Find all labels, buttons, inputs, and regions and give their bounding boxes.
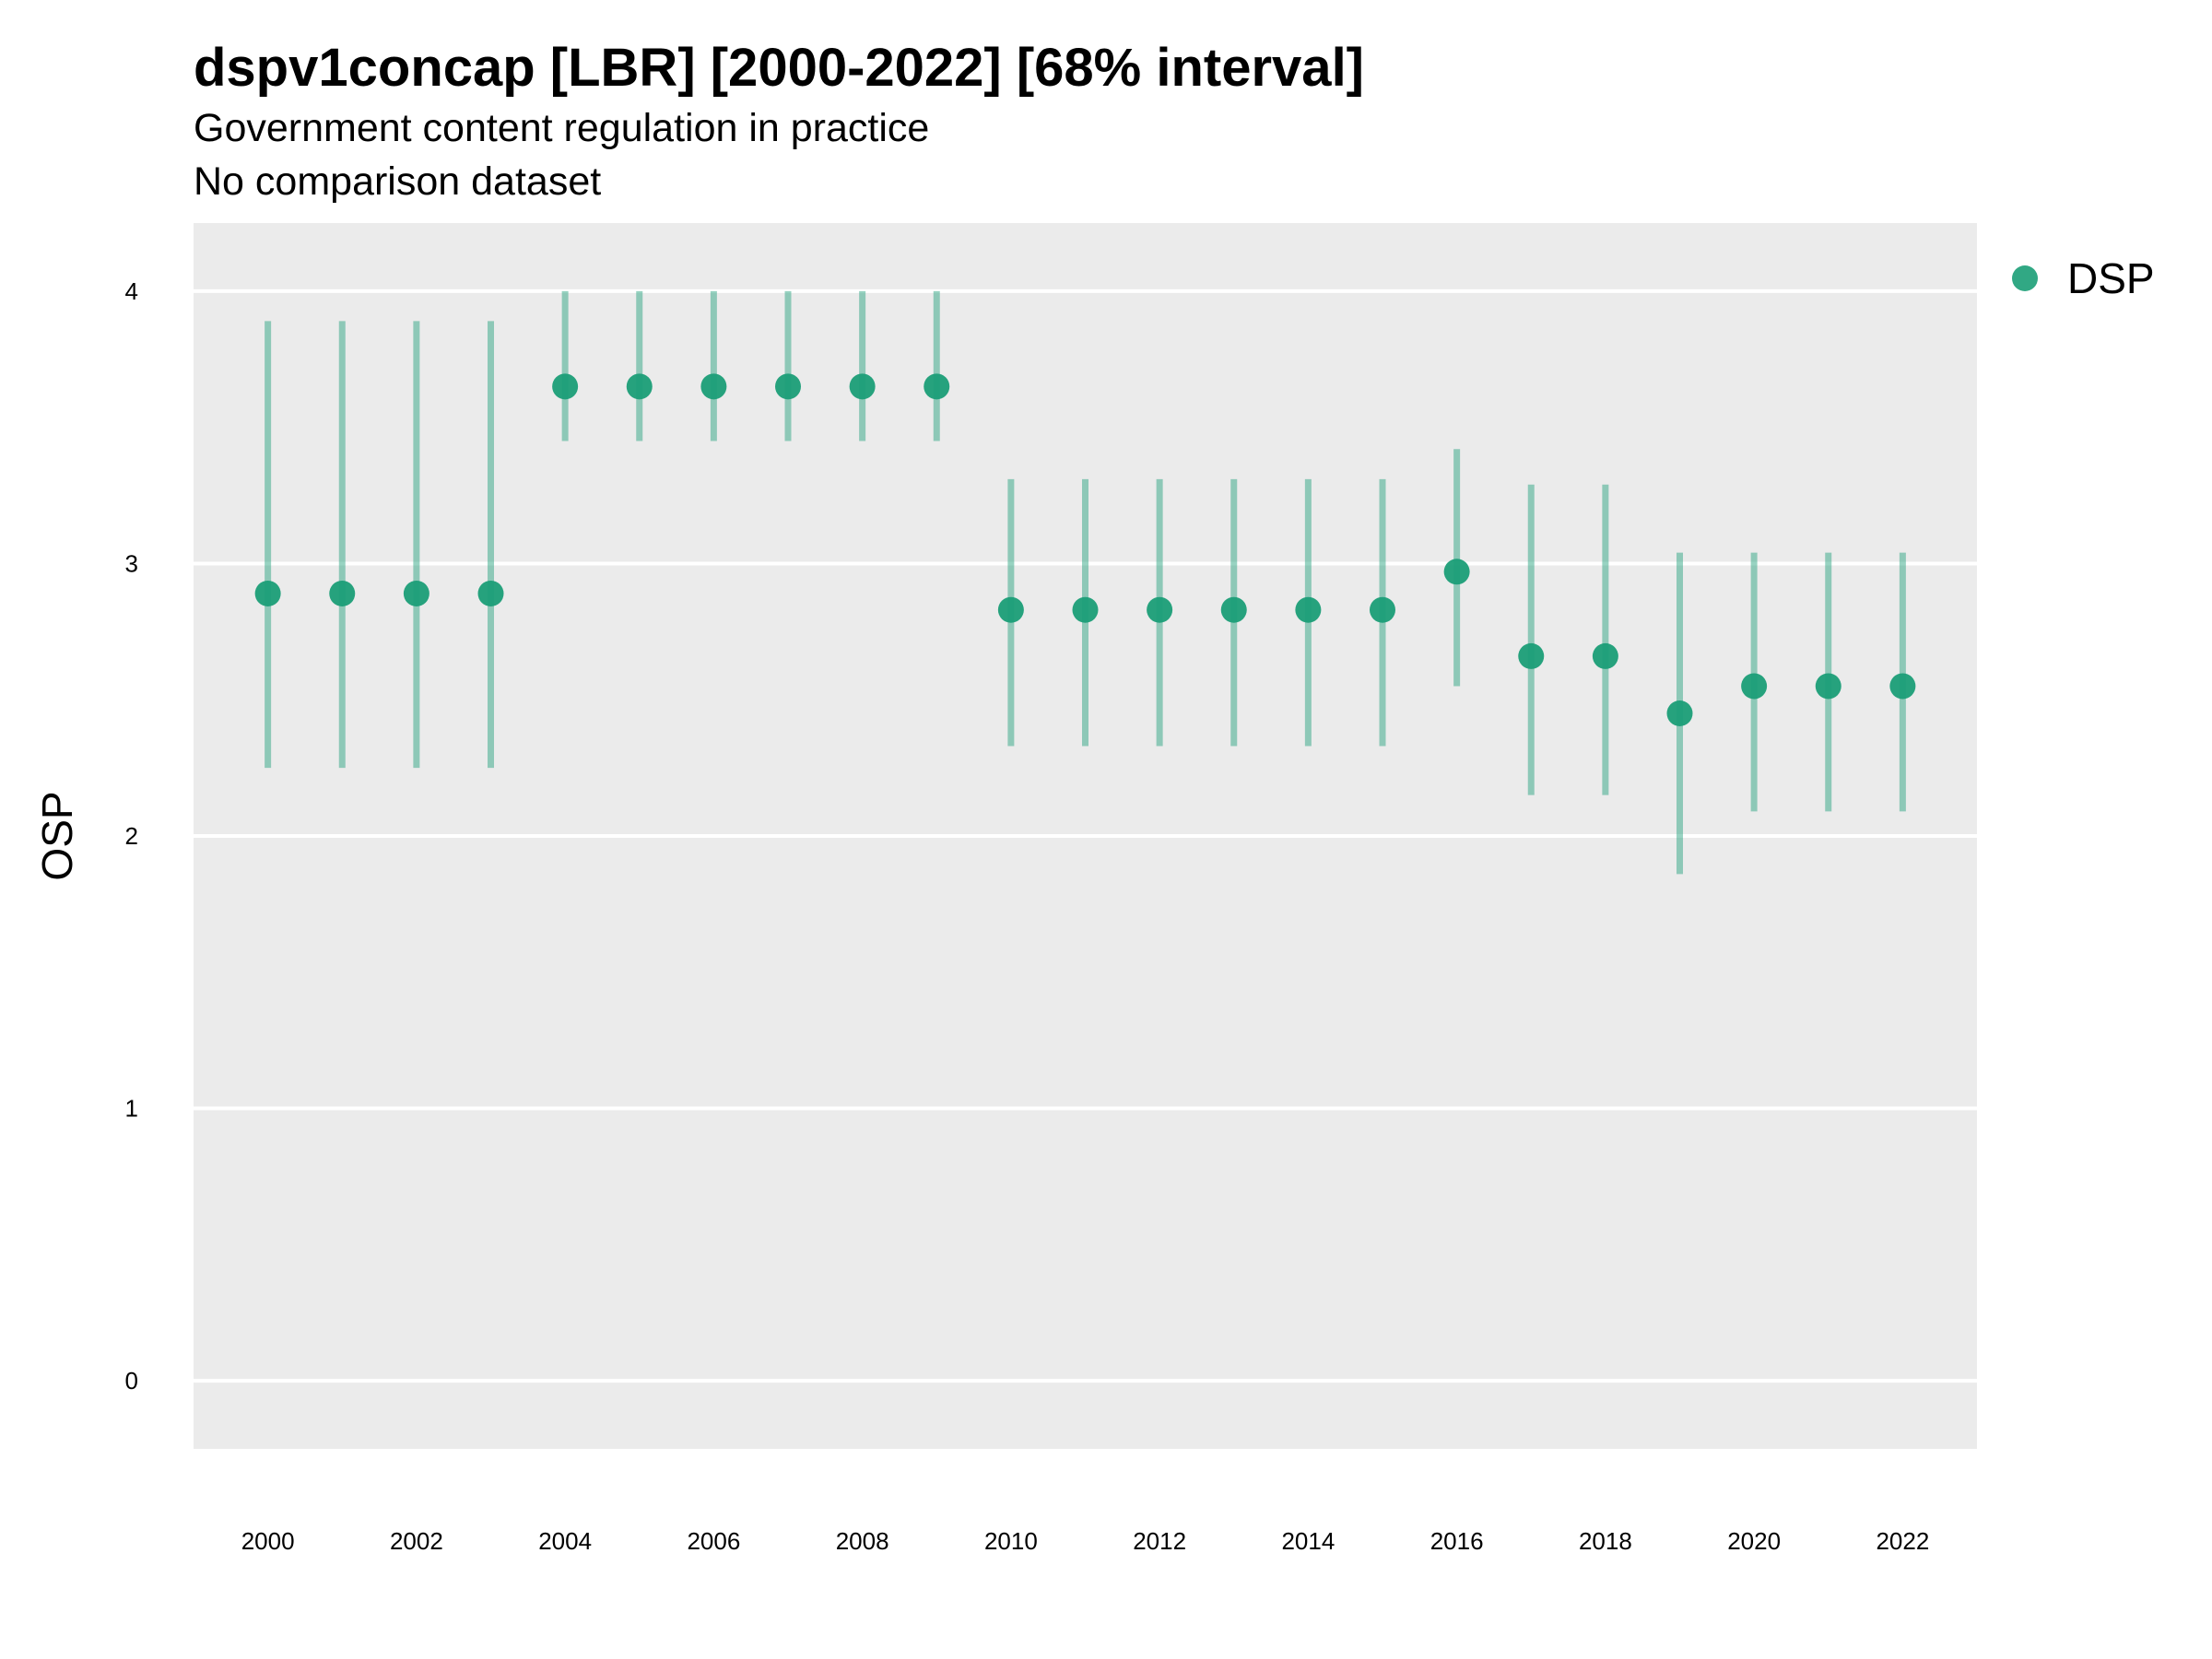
x-tick-label: 2006 — [687, 1527, 740, 1555]
data-point — [1370, 596, 1395, 623]
y-tick-label: 1 — [125, 1095, 138, 1123]
y-tick-label: 0 — [125, 1367, 138, 1394]
data-point — [1889, 673, 1916, 700]
data-point — [1147, 596, 1173, 623]
data-point — [1666, 700, 1693, 726]
x-tick-labels: 2000 2002 2004 2006 2008 2010 2012 2014 2016 2018… — [241, 1527, 1930, 1555]
data-point — [626, 373, 653, 400]
x-tick-label: 2002 — [390, 1527, 443, 1555]
data-point — [477, 580, 504, 606]
data-point — [403, 580, 429, 606]
x-tick-label: 2018 — [1579, 1527, 1632, 1555]
x-tick-label: 2004 — [538, 1527, 592, 1555]
legend-marker — [2012, 265, 2038, 291]
chart-caption: No comparison dataset — [194, 159, 602, 204]
data-point — [1295, 596, 1322, 623]
x-tick-label: 2014 — [1281, 1527, 1335, 1555]
y-tick-label: 2 — [125, 822, 138, 850]
data-point — [1072, 596, 1099, 623]
data-point — [1592, 642, 1618, 669]
x-tick-label: 2000 — [241, 1527, 295, 1555]
x-tick-label: 2012 — [1133, 1527, 1186, 1555]
chart-title: dspv1concap [LBR] [2000-2022] [68% inter… — [194, 38, 1364, 98]
x-tick-label: 2016 — [1430, 1527, 1484, 1555]
data-point — [552, 373, 579, 400]
data-point — [1518, 642, 1545, 669]
data-point — [254, 580, 281, 606]
data-point — [1220, 596, 1247, 623]
legend: DSP — [2012, 254, 2155, 302]
y-tick-labels: 0 1 2 3 4 — [125, 277, 138, 1394]
x-tick-label: 2022 — [1876, 1527, 1929, 1555]
legend-label: DSP — [2067, 254, 2155, 302]
chart-subtitle: Government content regulation in practic… — [194, 106, 930, 150]
data-point — [700, 373, 727, 400]
x-tick-label: 2010 — [984, 1527, 1038, 1555]
data-point — [997, 596, 1024, 623]
x-tick-label: 2008 — [836, 1527, 889, 1555]
data-point — [1741, 673, 1768, 700]
data-point — [1443, 559, 1470, 585]
data-marks — [254, 290, 1916, 875]
x-tick-label: 2020 — [1727, 1527, 1781, 1555]
grid-lines — [194, 288, 1977, 1383]
data-point — [849, 373, 876, 400]
y-axis-label: OSP — [33, 791, 81, 880]
y-tick-label: 3 — [125, 549, 138, 577]
data-point — [924, 373, 950, 400]
data-point — [775, 373, 801, 400]
data-point — [1815, 673, 1841, 700]
y-tick-label: 4 — [125, 277, 138, 305]
data-point — [329, 580, 356, 606]
